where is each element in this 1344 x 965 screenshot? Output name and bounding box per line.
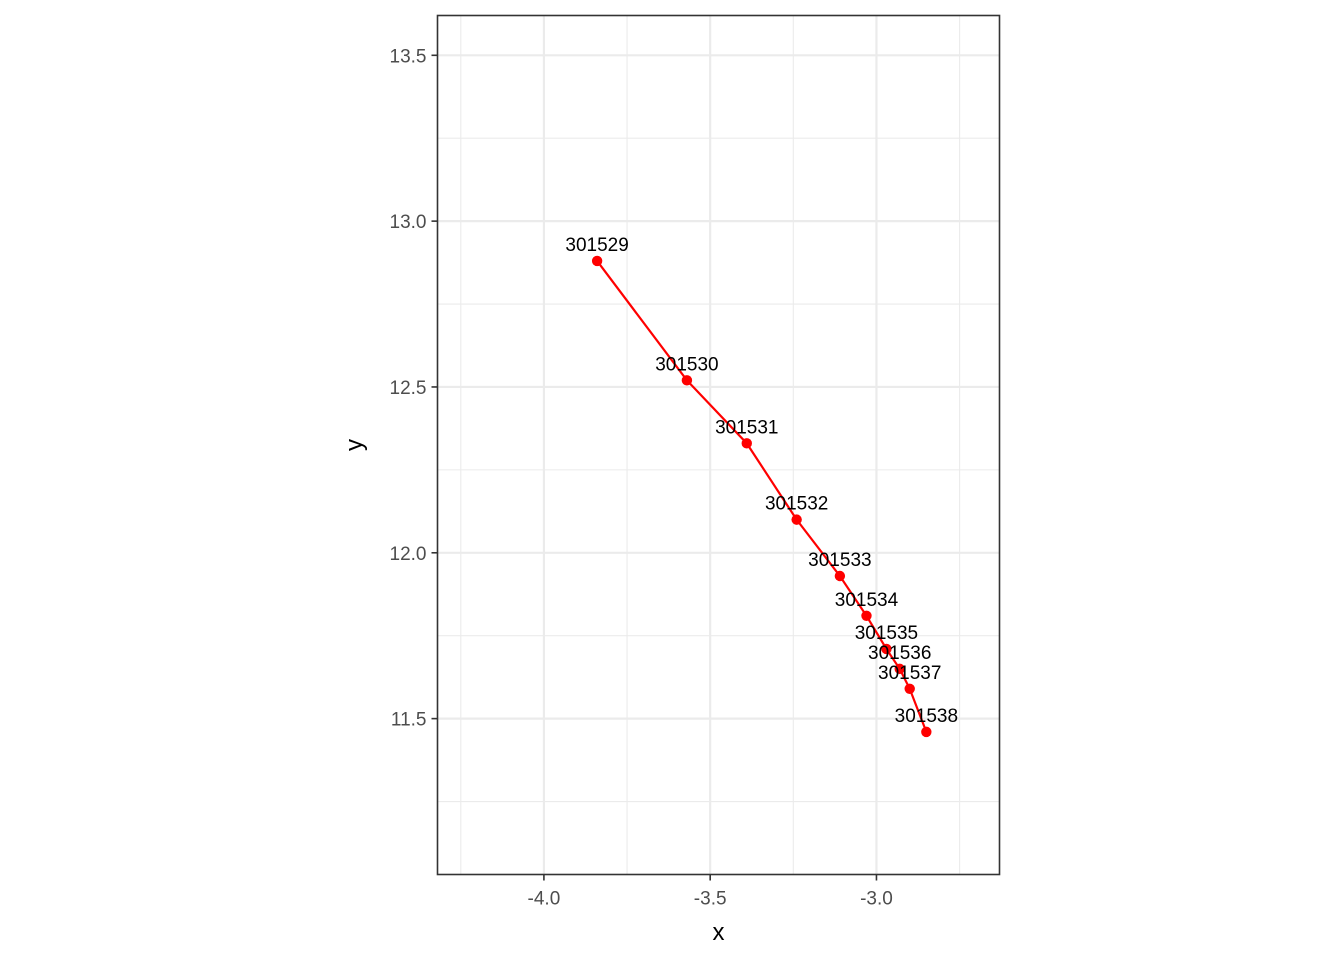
y-axis-title: y: [341, 439, 368, 451]
data-point: [904, 683, 915, 694]
data-point: [741, 438, 752, 449]
panel-border: [436, 14, 1001, 876]
point-label: 301535: [855, 623, 918, 644]
point-labels: 301529 301530 301531 301532 301533 301534 3015…: [565, 235, 958, 727]
x-tick-label: -3.5: [694, 889, 727, 910]
axes: -4.0 -3.5 -3.0 11.5 12.0 12.5 13.0 13.5: [390, 46, 893, 909]
point-label: 301537: [878, 663, 941, 684]
point-label: 301536: [868, 643, 931, 664]
data-point: [881, 643, 892, 655]
point-label: 301538: [895, 706, 958, 727]
y-tick-label: 11.5: [391, 710, 427, 731]
x-axis-title: x: [713, 919, 725, 946]
series-layer: [591, 255, 932, 738]
y-tick-label: 12.5: [390, 378, 427, 399]
grid-lines: [437, 15, 1000, 875]
data-point: [591, 255, 603, 267]
data-point: [861, 610, 872, 622]
y-tick-label: 13.0: [390, 212, 427, 233]
data-point: [681, 375, 693, 386]
series-line: [596, 260, 928, 733]
point-label: 301532: [765, 494, 828, 515]
point-label: 301534: [835, 590, 899, 611]
x-tick-label: -4.0: [528, 889, 561, 910]
data-point: [791, 514, 802, 525]
point-label: 301531: [715, 417, 778, 438]
data-point: [894, 663, 905, 675]
x-tick-label: -3.0: [860, 889, 893, 910]
point-label: 301530: [655, 354, 718, 375]
data-point: [921, 726, 932, 738]
y-tick-label: 13.5: [390, 46, 427, 67]
point-label: 301533: [808, 550, 871, 571]
point-label: 301529: [565, 235, 628, 256]
y-tick-label: 12.0: [390, 544, 427, 565]
data-point: [834, 570, 846, 582]
